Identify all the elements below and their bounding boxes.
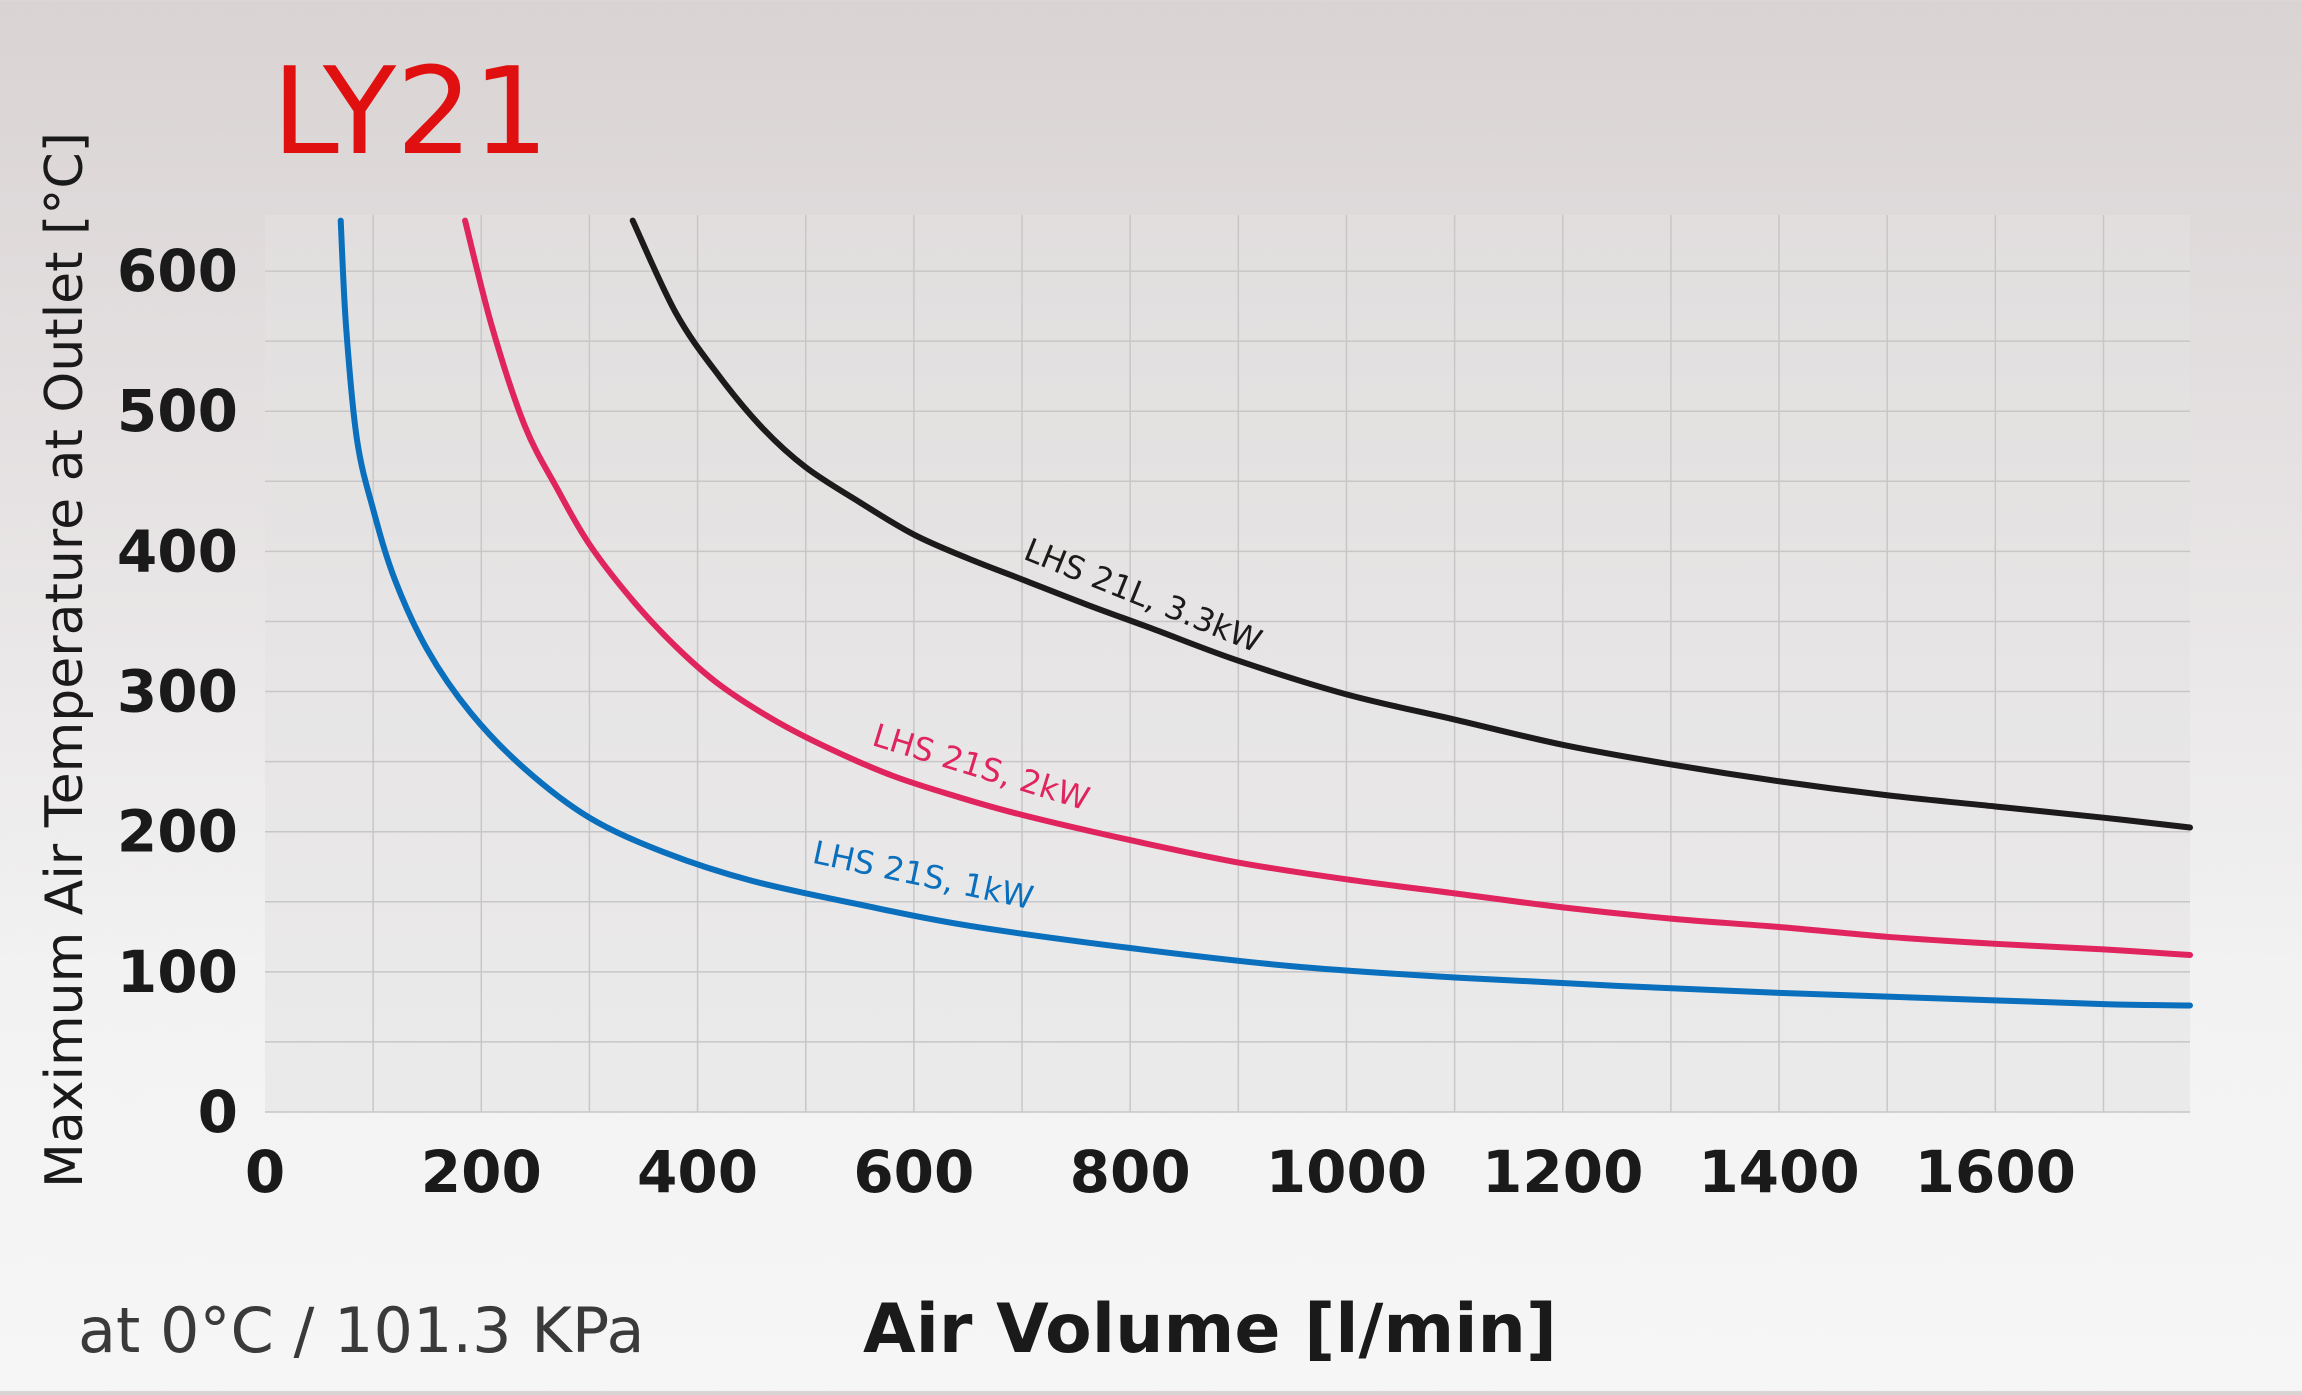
series-line-1 [462, 217, 2193, 959]
x-tick-label: 1000 [1266, 1138, 1427, 1206]
x-tick-label: 800 [1070, 1138, 1191, 1206]
series-layer [337, 217, 2193, 1009]
grid [265, 215, 2190, 1113]
series-line-0 [629, 217, 2193, 831]
x-tick-label: 600 [853, 1138, 974, 1206]
plot-area [265, 215, 2190, 1112]
y-tick-label: 0 [198, 1078, 238, 1146]
x-tick-label: 0 [245, 1138, 285, 1206]
y-axis-label: Maximum Air Temperature at Outlet [°C] [35, 132, 95, 1188]
y-tick-label: 600 [117, 237, 238, 305]
x-tick-label: 1200 [1482, 1138, 1643, 1206]
x-tick-label: 1400 [1698, 1138, 1859, 1206]
series-line-2 [337, 217, 2193, 1009]
x-tick-label: 1600 [1915, 1138, 2076, 1206]
x-tick-label: 400 [637, 1138, 758, 1206]
y-tick-label: 100 [117, 938, 238, 1006]
chart-title: LY21 [272, 43, 549, 182]
x-tick-label: 200 [421, 1138, 542, 1206]
condition-note: at 0°C / 101.3 KPa [78, 1294, 645, 1367]
y-tick-label: 500 [117, 377, 238, 445]
y-tick-label: 200 [117, 798, 238, 866]
ticks: 0 200 400 600 800 1000 1200 1400 1600 0 100 200 300 4… [117, 237, 2076, 1206]
y-tick-label: 300 [117, 658, 238, 726]
y-tick-label: 400 [117, 517, 238, 585]
x-axis-label: Air Volume [l/min] [863, 1290, 1557, 1369]
